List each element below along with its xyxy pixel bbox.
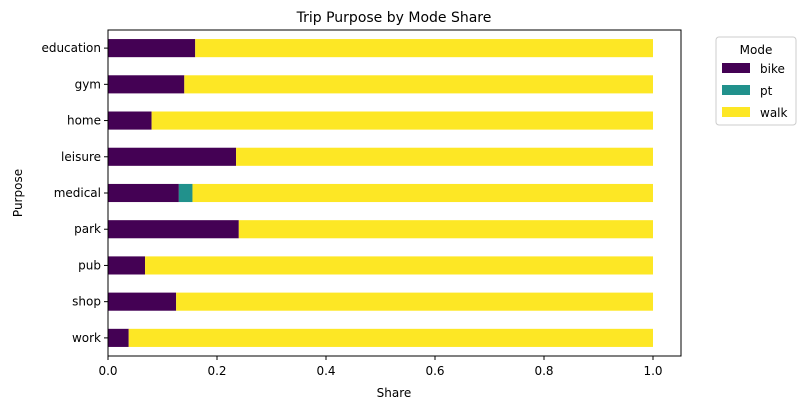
bar-pt-medical <box>178 183 193 203</box>
x-axis-title: Share <box>377 386 412 400</box>
bar-bike-education <box>108 39 196 58</box>
legend-label-walk: walk <box>760 106 788 120</box>
y-tick-label: park <box>74 222 101 236</box>
bars-layer <box>108 39 654 347</box>
legend: Mode bike pt walk <box>715 36 797 126</box>
bar-walk-gym <box>184 75 654 94</box>
bar-bike-pub <box>108 256 146 275</box>
y-tick-label: shop <box>72 295 101 309</box>
chart-title: Trip Purpose by Mode Share <box>296 10 492 26</box>
y-tick-label: medical <box>54 186 101 200</box>
y-tick-label: education <box>41 41 101 55</box>
x-tick-label: 1.0 <box>643 364 662 378</box>
x-tick-label: 0.6 <box>425 364 444 378</box>
bar-walk-work <box>128 328 653 347</box>
bar-bike-leisure <box>108 147 237 166</box>
legend-label-pt: pt <box>760 84 773 98</box>
legend-swatch-walk <box>722 107 750 117</box>
bar-walk-home <box>151 111 653 130</box>
bar-walk-park <box>238 220 654 239</box>
legend-title: Mode <box>740 43 773 57</box>
legend-swatch-pt <box>722 85 750 95</box>
y-tick-label: pub <box>78 258 101 272</box>
bar-bike-shop <box>108 292 177 311</box>
y-axis: education gym home leisure medical park pub sho… <box>41 41 108 345</box>
y-tick-label: leisure <box>61 150 101 164</box>
bar-bike-work <box>108 328 129 347</box>
x-tick-label: 0.2 <box>207 364 226 378</box>
bar-walk-leisure <box>236 147 653 166</box>
bar-bike-home <box>108 111 152 130</box>
legend-box <box>715 36 797 126</box>
bar-walk-education <box>195 39 653 58</box>
x-axis: 0.0 0.2 0.4 0.6 0.8 1.0 <box>98 356 663 378</box>
bar-walk-medical <box>192 183 653 203</box>
legend-swatch-bike <box>722 63 750 73</box>
bar-bike-medical <box>108 183 179 203</box>
x-tick-label: 0.4 <box>316 364 335 378</box>
legend-items: bike pt walk <box>722 62 788 120</box>
legend-label-bike: bike <box>760 62 785 76</box>
y-tick-label: work <box>72 331 101 345</box>
y-axis-title: Purpose <box>11 169 25 217</box>
x-tick-label: 0.0 <box>98 364 117 378</box>
y-tick-label: home <box>67 114 101 128</box>
bar-walk-pub <box>145 256 653 275</box>
y-tick-label: gym <box>75 77 101 91</box>
x-tick-label: 0.8 <box>534 364 553 378</box>
bar-bike-gym <box>108 75 185 94</box>
bar-walk-shop <box>176 292 654 311</box>
bar-bike-park <box>108 220 239 239</box>
